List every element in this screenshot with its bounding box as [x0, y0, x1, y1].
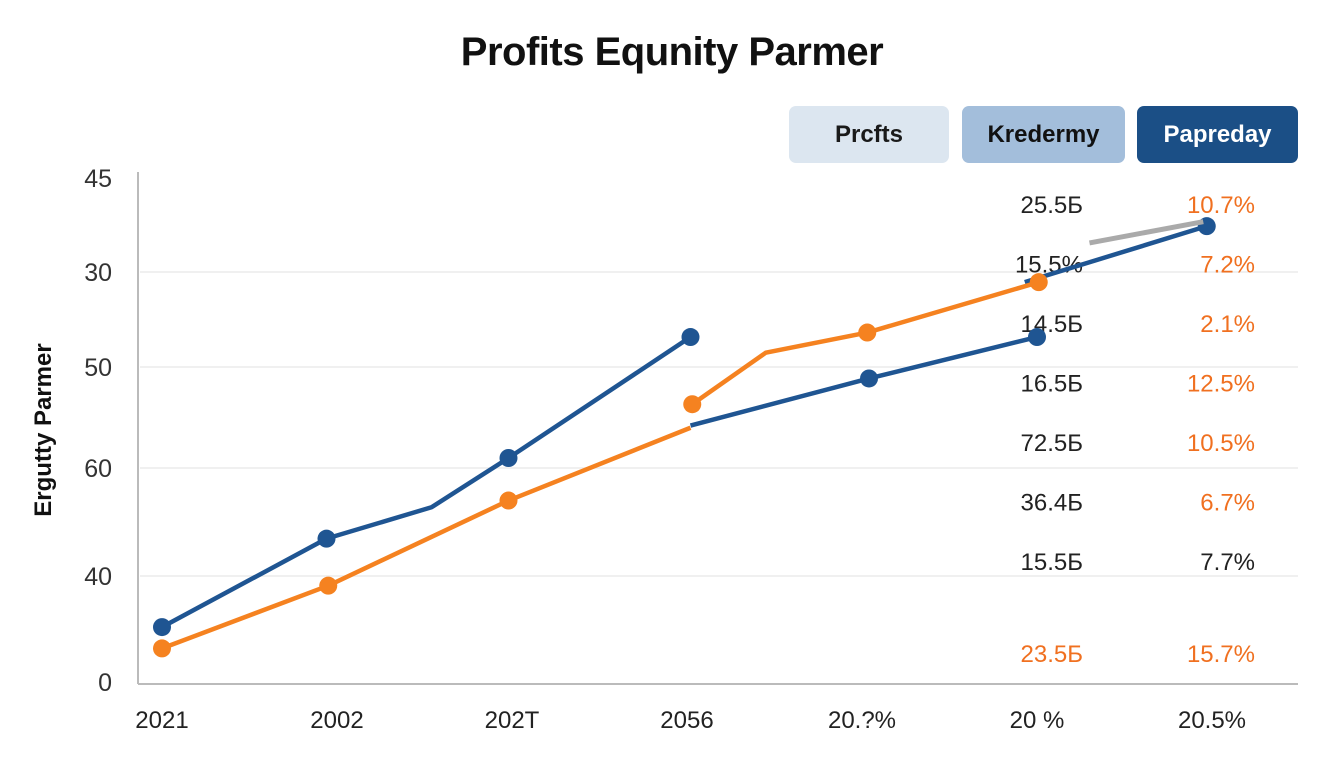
series-line-blue [1024, 224, 1208, 285]
series-line-orange [690, 280, 1040, 407]
y-tick-label: 45 [84, 165, 112, 193]
table-value: 15.5Б [1021, 549, 1083, 576]
table-value: 36.4Б [1021, 490, 1083, 517]
table-percent: 7.2% [1200, 252, 1255, 279]
data-point-orange [499, 491, 518, 510]
data-point-orange [858, 323, 877, 342]
data-point-blue [153, 618, 171, 637]
table-value: 72.5Б [1021, 430, 1083, 457]
data-point-blue [317, 529, 336, 548]
table-value: 25.5Б [1021, 192, 1083, 219]
legend-item-prcfts[interactable]: Prcfts [789, 106, 949, 163]
legend-item-papreday[interactable]: Papreday [1137, 106, 1298, 163]
data-point-blue [1028, 328, 1046, 347]
table-percent: 6.7% [1200, 490, 1255, 517]
table-percent: 15.7% [1187, 641, 1255, 668]
table-percent: 10.5% [1187, 430, 1255, 457]
y-tick-label: 50 [84, 354, 112, 382]
x-tick-label: 2056 [660, 707, 713, 734]
x-tick-label: 2021 [135, 707, 188, 734]
x-tick-label: 20.?% [828, 707, 896, 734]
data-point-orange [153, 639, 171, 658]
x-tick-label: 202T [485, 707, 540, 734]
x-tick-label: 2002 [310, 707, 363, 734]
table-value: 23.5Б [1021, 641, 1083, 668]
chart-title: Profits Equnity Parmer [460, 30, 884, 74]
data-point-orange [1029, 273, 1048, 292]
data-point-blue [860, 369, 878, 388]
table-percent: 2.1% [1200, 311, 1255, 338]
data-point-blue [681, 328, 700, 347]
series-line-orange [161, 425, 692, 651]
data-point-blue [499, 449, 518, 467]
y-tick-label: 40 [84, 563, 112, 591]
table-percent: 12.5% [1187, 371, 1255, 398]
data-point-orange [319, 576, 338, 595]
x-tick-label: 20.5% [1178, 707, 1246, 734]
x-tick-label: 20 % [1010, 707, 1065, 734]
y-tick-label: 60 [84, 455, 112, 483]
table-percent: 7.7% [1200, 549, 1255, 576]
y-tick-label: 0 [98, 669, 112, 697]
y-tick-label: 30 [84, 259, 112, 287]
table-percent: 10.7% [1187, 192, 1255, 219]
series-line-gray [1089, 219, 1204, 246]
table-value: 16.5Б [1021, 371, 1083, 398]
data-point-orange [683, 395, 702, 414]
legend-item-kredermy[interactable]: Kredermy [962, 106, 1125, 163]
series-line-blue [160, 335, 692, 630]
